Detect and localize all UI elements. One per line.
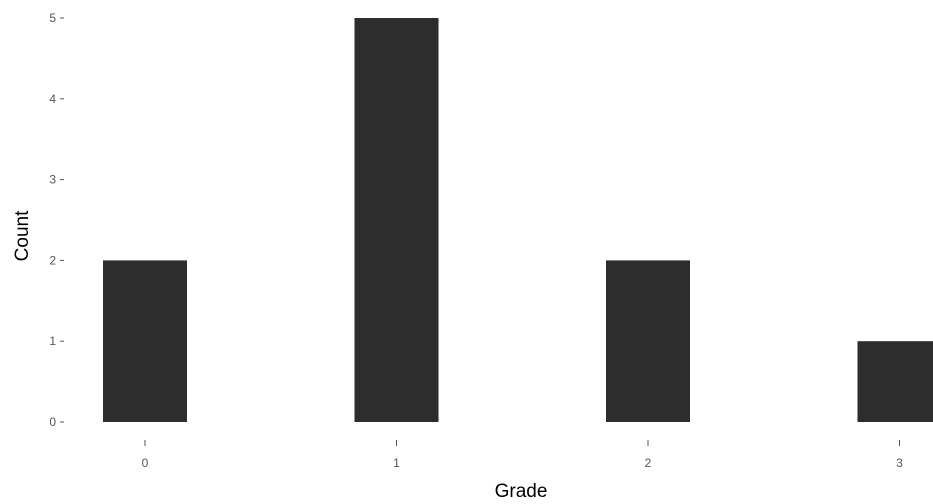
y-tick-label: 2 bbox=[49, 253, 56, 267]
y-axis-title: Count bbox=[12, 210, 33, 261]
y-tick-label: 1 bbox=[49, 334, 56, 348]
y-tick-label: 5 bbox=[49, 11, 56, 25]
bar bbox=[606, 260, 690, 422]
x-tick-label: 3 bbox=[896, 456, 903, 470]
x-tick-label: 1 bbox=[393, 456, 400, 470]
y-axis: 0 1 2 3 4 5 bbox=[49, 11, 64, 429]
x-tick-label: 0 bbox=[142, 456, 149, 470]
x-axis: 0 1 2 3 bbox=[142, 440, 903, 470]
bar bbox=[857, 341, 933, 422]
bar bbox=[354, 18, 439, 422]
bars bbox=[103, 18, 933, 422]
x-axis-title: Grade bbox=[495, 481, 548, 502]
x-tick-label: 2 bbox=[645, 456, 652, 470]
y-tick-label: 0 bbox=[49, 415, 56, 429]
y-tick-label: 4 bbox=[49, 92, 56, 106]
bar bbox=[103, 260, 187, 422]
y-tick-label: 3 bbox=[49, 173, 56, 187]
